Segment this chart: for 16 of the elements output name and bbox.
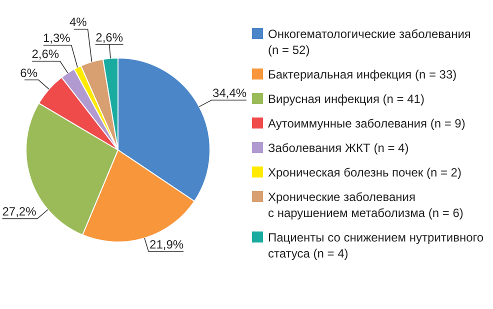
data-label: 27,2%	[2, 204, 37, 219]
data-label: 4%	[69, 15, 88, 30]
data-label: 21,9%	[150, 238, 184, 252]
legend-label: Пациенты со снижением нутритивного статуса (n = 4)	[268, 230, 484, 260]
legend-label: Вирусная инфекция (n = 41)	[268, 92, 424, 106]
legend-label: Хронические заболевания с нарушением метаболизма (n = 6)	[268, 190, 464, 220]
legend-label: Хроническая болезнь почек (n = 2)	[268, 166, 462, 180]
data-label: 2,6%	[96, 30, 124, 44]
data-label: 1,3%	[43, 31, 71, 46]
legend-label: Бактериальная инфекция (n = 33)	[268, 68, 457, 82]
data-label: 6%	[20, 66, 38, 80]
data-label: 2,6%	[32, 47, 60, 62]
legend-label: Заболевания ЖКТ (n = 4)	[268, 141, 409, 155]
data-label: 34,4%	[212, 86, 247, 100]
legend-label: Аутоиммунные заболевания (n = 9)	[268, 116, 466, 130]
legend-label: Онкогематологические заболевания (n = 52)	[268, 27, 471, 57]
